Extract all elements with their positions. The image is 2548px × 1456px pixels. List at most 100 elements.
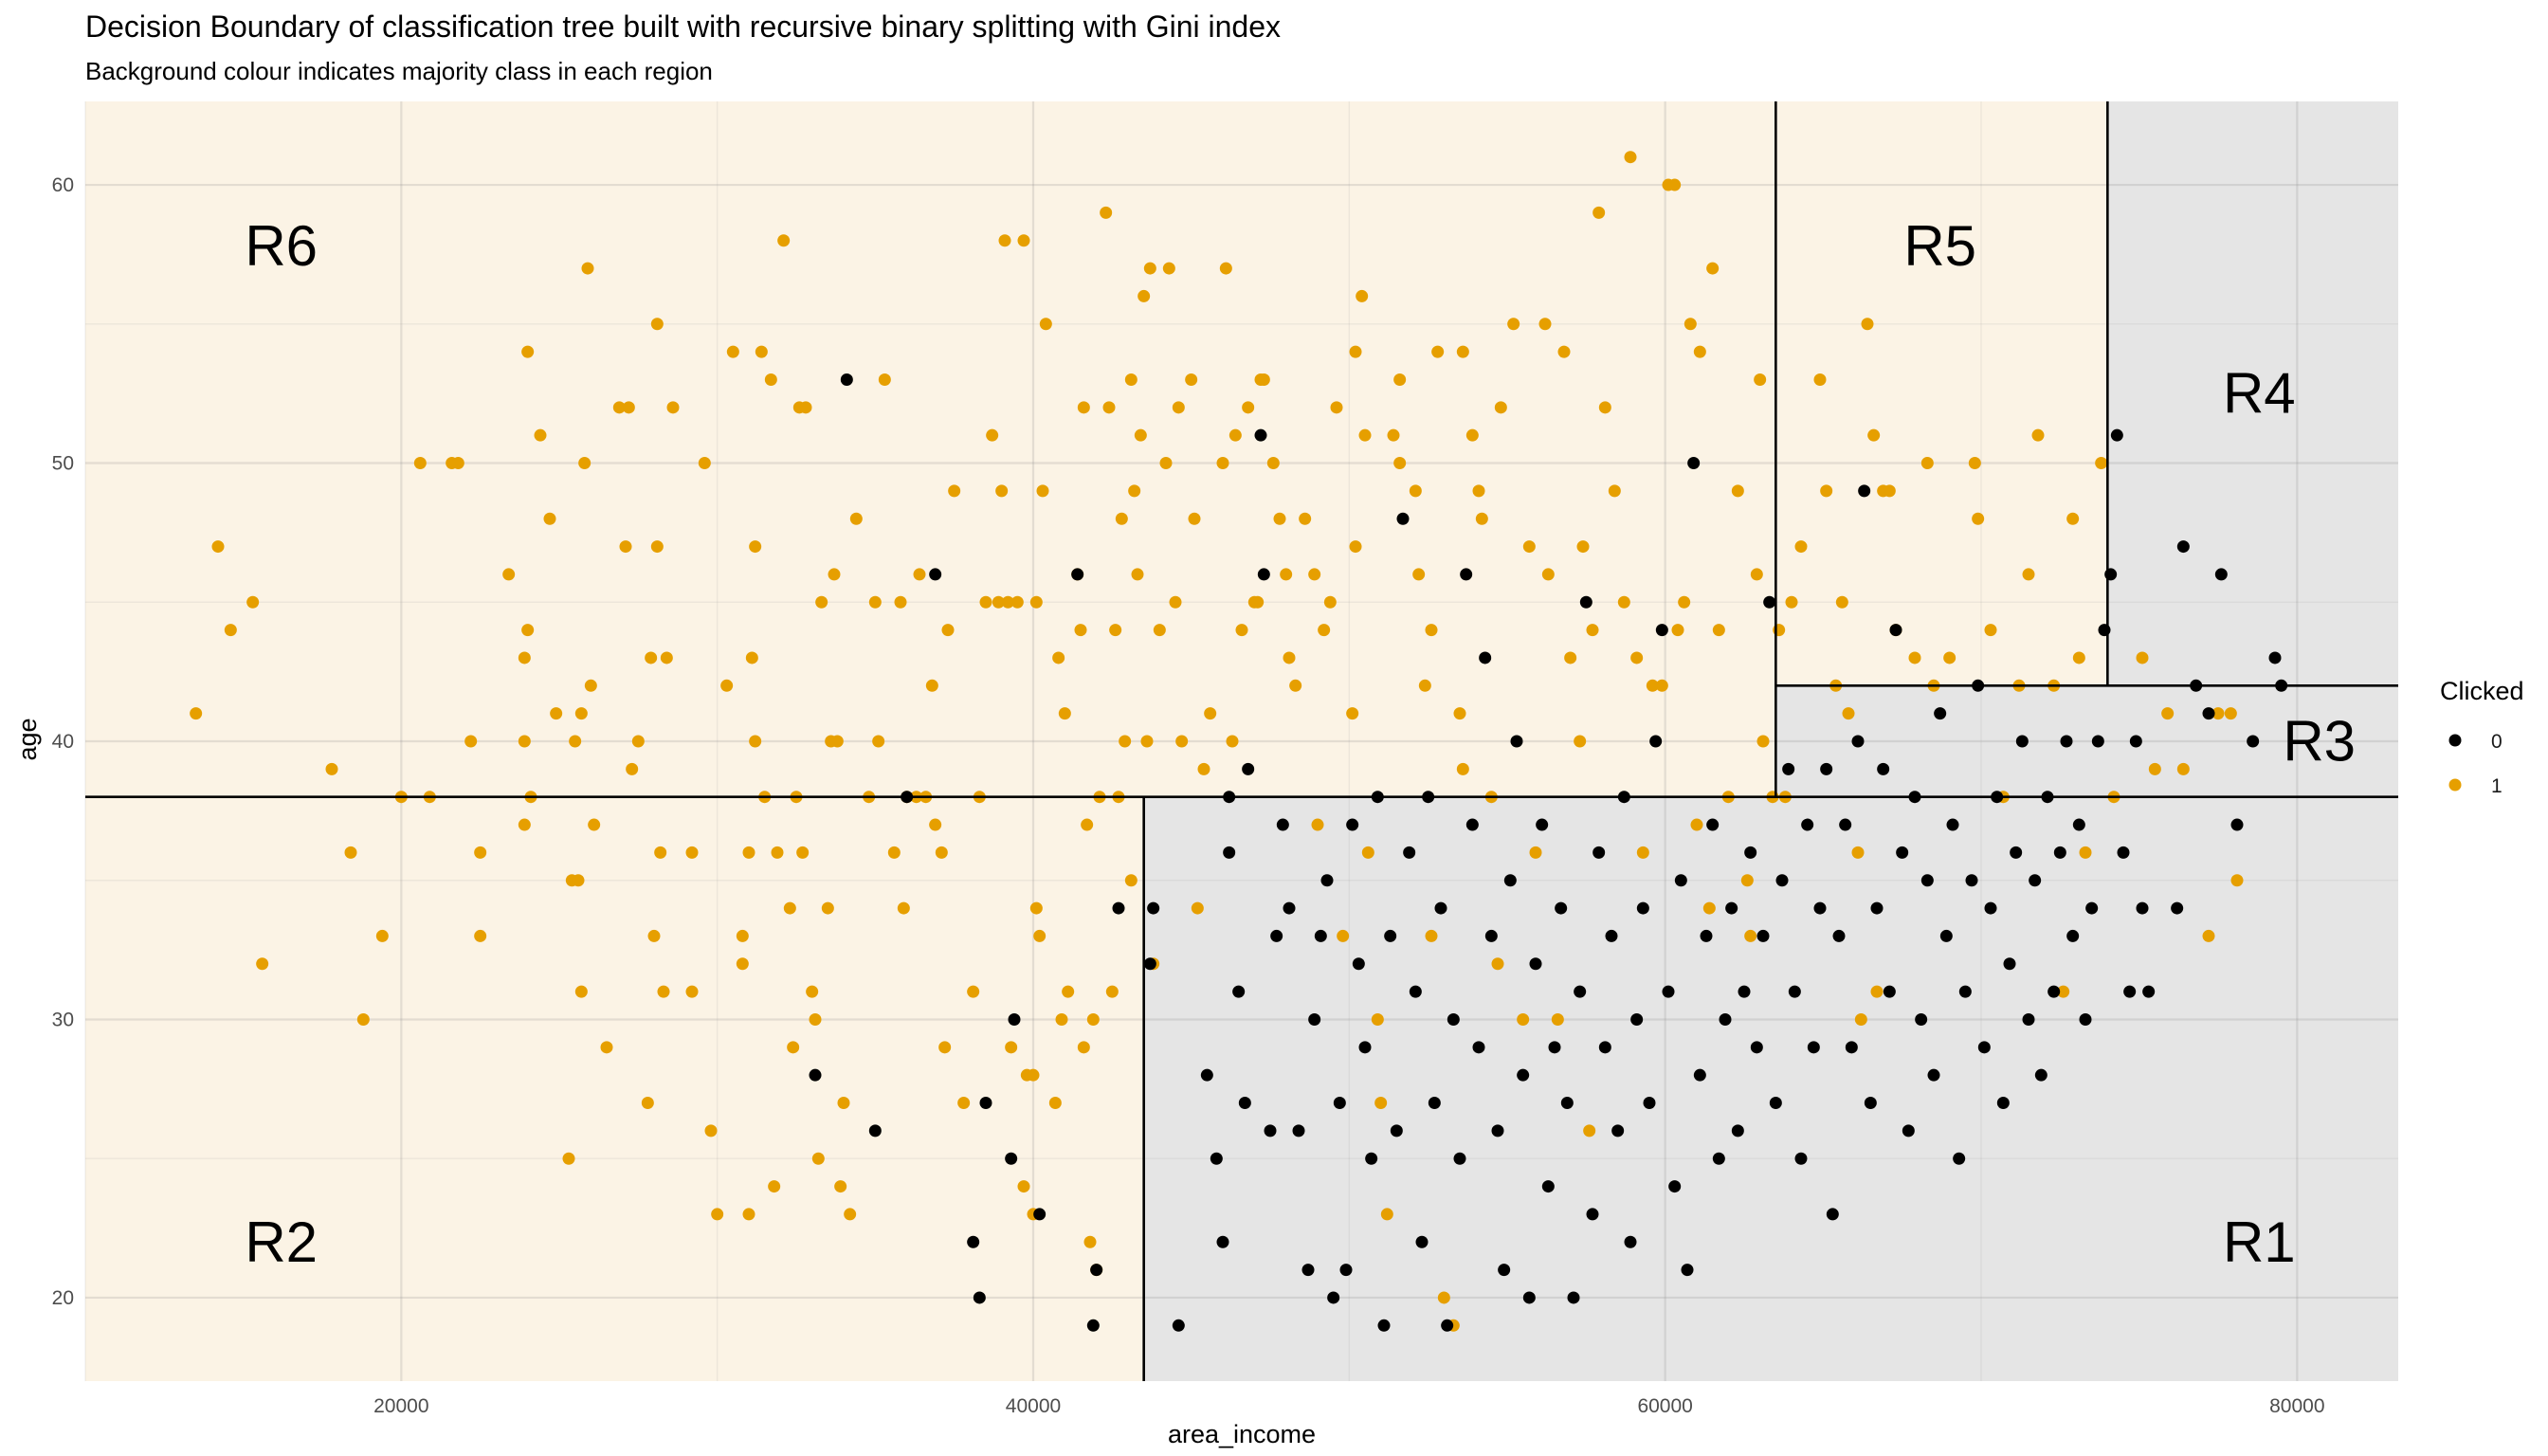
data-point-class-1 [550,707,563,720]
y-tick-label: 30 [52,1009,74,1030]
data-point-class-0 [1687,457,1701,470]
data-point-class-1 [2224,707,2237,720]
data-point-class-0 [929,568,942,581]
data-point-class-0 [1555,901,1568,915]
data-point-class-1 [1027,1068,1040,1082]
data-point-class-0 [1801,818,1814,831]
data-point-class-0 [1845,1041,1858,1054]
data-point-class-1 [1754,373,1767,386]
data-point-class-1 [1380,1208,1393,1221]
data-point-class-1 [521,624,535,637]
data-point-class-0 [1503,874,1517,887]
data-point-class-1 [1311,818,1324,831]
data-point-class-1 [1029,595,1043,609]
data-point-class-1 [1529,846,1542,859]
decision-boundaries [85,101,2398,1381]
data-point-class-1 [749,735,762,748]
data-point-class-1 [830,735,844,748]
data-point-class-0 [2048,985,2061,998]
data-point-class-0 [2053,846,2066,859]
data-point-class-1 [2057,985,2070,998]
data-point-class-1 [749,540,762,554]
scatter-points [190,151,2288,1332]
data-point-class-1 [1039,318,1052,331]
data-point-class-1 [660,651,673,664]
region-backgrounds [85,101,2398,1381]
data-point-class-1 [1337,929,1350,942]
data-point-class-1 [1048,1097,1062,1110]
data-point-class-0 [2117,846,2130,859]
data-point-class-0 [1738,985,1751,998]
data-point-class-1 [451,457,464,470]
data-point-class-1 [1785,595,1798,609]
data-point-class-1 [1431,345,1445,358]
data-point-class-0 [1813,901,1827,915]
data-point-class-1 [375,929,389,942]
data-point-class-1 [913,568,926,581]
data-point-class-1 [1608,484,1621,498]
data-point-class-1 [534,428,547,442]
data-point-class-0 [1327,1291,1340,1304]
data-point-class-0 [1939,929,1953,942]
data-point-class-1 [1159,457,1173,470]
data-point-class-0 [2230,818,2244,831]
data-point-class-0 [1870,901,1884,915]
data-point-class-1 [1086,1012,1100,1026]
data-point-class-1 [1185,373,1198,386]
data-point-class-0 [2171,901,2184,915]
data-point-class-1 [1017,1180,1030,1193]
data-point-class-0 [2034,1068,2048,1082]
data-point-class-0 [1086,1319,1100,1332]
data-point-class-1 [1646,679,1659,692]
data-point-class-1 [502,568,516,581]
data-point-class-1 [935,846,948,859]
data-point-class-1 [1472,484,1485,498]
data-point-class-1 [929,818,942,831]
data-point-class-1 [650,540,664,554]
data-point-class-1 [1972,512,1985,525]
data-point-class-1 [1854,1012,1867,1026]
data-point-class-1 [771,846,784,859]
data-point-class-1 [1115,512,1128,525]
data-point-class-1 [720,679,734,692]
data-point-class-1 [1968,457,1981,470]
data-point-class-1 [1576,540,1590,554]
data-point-class-1 [1453,707,1466,720]
x-tick-label: 40000 [1006,1395,1061,1417]
data-point-class-1 [1684,318,1697,331]
data-point-class-0 [1033,1208,1046,1221]
data-point-class-1 [1551,1012,1564,1026]
data-point-class-1 [2031,428,2045,442]
data-point-class-1 [2072,651,2085,664]
data-point-class-1 [1690,818,1703,831]
data-point-class-1 [1280,568,1293,581]
data-point-class-1 [998,234,1011,247]
data-point-class-0 [1864,1097,1877,1110]
data-point-class-0 [1858,484,1871,498]
data-point-class-0 [1453,1152,1466,1165]
data-point-class-1 [325,762,338,775]
data-point-class-0 [2123,985,2137,998]
data-point-class-1 [745,651,758,664]
data-point-class-0 [1693,1068,1706,1082]
data-point-class-1 [1283,651,1296,664]
data-point-class-1 [897,901,910,915]
data-point-class-0 [1574,985,1587,998]
y-tick-label: 60 [52,174,74,196]
data-point-class-0 [1147,901,1160,915]
data-point-class-0 [1465,818,1479,831]
data-point-class-0 [1090,1264,1103,1277]
data-point-class-1 [1851,846,1865,859]
data-point-class-0 [1605,929,1618,942]
data-point-class-1 [543,512,556,525]
data-point-class-0 [840,373,853,386]
data-point-class-1 [1358,428,1372,442]
data-point-class-0 [1264,1124,1277,1138]
data-point-class-1 [1655,679,1668,692]
data-point-class-1 [1507,318,1520,331]
data-point-class-0 [1643,1097,1656,1110]
data-point-class-0 [1902,1124,1915,1138]
data-point-class-0 [1832,929,1846,942]
data-point-class-0 [1826,1208,1839,1221]
region-label-r2: R2 [245,1210,318,1274]
